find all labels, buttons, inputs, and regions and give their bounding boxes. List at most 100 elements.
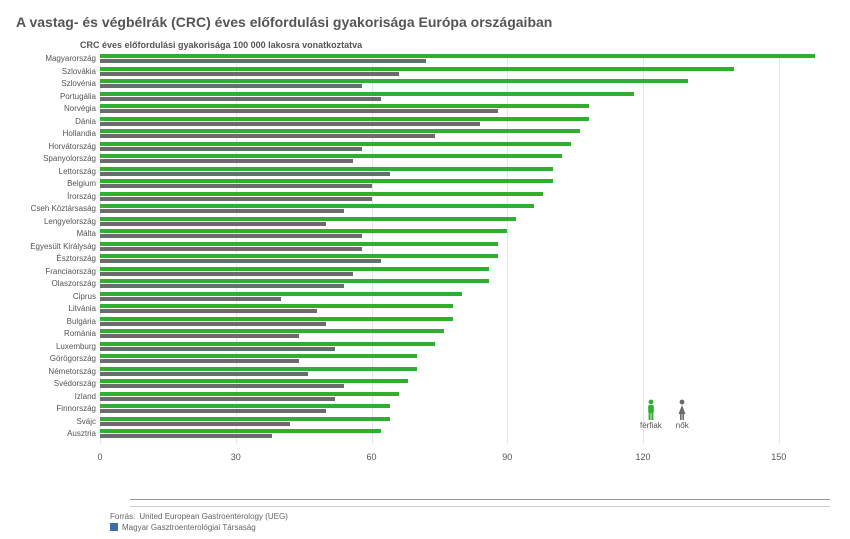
footer-org: Magyar Gasztroenterológiai Társaság bbox=[110, 522, 850, 533]
country-label: Lengyelország bbox=[20, 218, 96, 226]
bar-male bbox=[100, 79, 688, 83]
bar-female bbox=[100, 322, 326, 326]
bar-male bbox=[100, 354, 417, 358]
bar-male bbox=[100, 379, 408, 383]
footer-divider-2 bbox=[130, 506, 830, 507]
source-label: Forrás: bbox=[110, 511, 135, 522]
legend: férfiak nők bbox=[640, 399, 689, 430]
country-label: Románia bbox=[20, 330, 96, 338]
bar-female bbox=[100, 309, 317, 313]
country-label: Szlovénia bbox=[20, 80, 96, 88]
bar-male bbox=[100, 304, 453, 308]
bar-male bbox=[100, 179, 553, 183]
bar-male bbox=[100, 392, 399, 396]
bar-female bbox=[100, 234, 362, 238]
bar-female bbox=[100, 359, 299, 363]
bar-male bbox=[100, 154, 562, 158]
bar-male bbox=[100, 317, 453, 321]
bar-female bbox=[100, 334, 299, 338]
gridline bbox=[507, 54, 508, 444]
bar-male bbox=[100, 229, 507, 233]
bar-female bbox=[100, 184, 372, 188]
x-tick-label: 30 bbox=[231, 452, 241, 462]
bar-female bbox=[100, 109, 498, 113]
x-tick-label: 150 bbox=[771, 452, 786, 462]
country-label: Litvánia bbox=[20, 305, 96, 313]
x-tick-label: 90 bbox=[502, 452, 512, 462]
country-label: Ausztria bbox=[20, 430, 96, 438]
page-title: A vastag- és végbélrák (CRC) éves előfor… bbox=[16, 14, 834, 30]
bar-male bbox=[100, 142, 571, 146]
bar-female bbox=[100, 147, 362, 151]
country-label: Egyesült Királyság bbox=[20, 243, 96, 251]
bar-female bbox=[100, 72, 399, 76]
bar-male bbox=[100, 204, 534, 208]
x-tick-label: 120 bbox=[635, 452, 650, 462]
bar-female bbox=[100, 434, 272, 438]
bar-male bbox=[100, 429, 381, 433]
bar-female bbox=[100, 297, 281, 301]
country-label: Portugália bbox=[20, 93, 96, 101]
x-tick-label: 60 bbox=[366, 452, 376, 462]
bar-male bbox=[100, 267, 489, 271]
x-tick-label: 0 bbox=[97, 452, 102, 462]
country-label: Észtország bbox=[20, 255, 96, 263]
bar-female bbox=[100, 159, 353, 163]
bar-female bbox=[100, 122, 480, 126]
bar-female bbox=[100, 372, 308, 376]
country-label: Luxemburg bbox=[20, 343, 96, 351]
country-label: Norvégia bbox=[20, 105, 96, 113]
bar-male bbox=[100, 54, 815, 58]
country-label: Dánia bbox=[20, 118, 96, 126]
legend-female: nők bbox=[676, 399, 689, 430]
bar-male bbox=[100, 167, 553, 171]
bar-male bbox=[100, 417, 390, 421]
bar-male bbox=[100, 279, 489, 283]
country-label: Magyarország bbox=[20, 55, 96, 63]
org-text: Magyar Gasztroenterológiai Társaság bbox=[122, 522, 256, 533]
bar-male bbox=[100, 92, 634, 96]
bar-male bbox=[100, 342, 435, 346]
country-label: Görögország bbox=[20, 355, 96, 363]
bar-female bbox=[100, 259, 381, 263]
footer-divider bbox=[130, 499, 830, 500]
country-label: Horvátország bbox=[20, 143, 96, 151]
country-label: Spanyolország bbox=[20, 155, 96, 163]
country-label: Bulgária bbox=[20, 318, 96, 326]
bar-female bbox=[100, 284, 344, 288]
bar-male bbox=[100, 117, 589, 121]
legend-female-label: nők bbox=[676, 421, 689, 430]
bar-female bbox=[100, 272, 353, 276]
country-label: Lettország bbox=[20, 168, 96, 176]
legend-male-label: férfiak bbox=[640, 421, 662, 430]
footer: Forrás: United European Gastroenterology… bbox=[0, 493, 850, 533]
bar-female bbox=[100, 84, 362, 88]
bar-female bbox=[100, 197, 372, 201]
bar-female bbox=[100, 384, 344, 388]
bar-female bbox=[100, 209, 344, 213]
country-label: Németország bbox=[20, 368, 96, 376]
bar-male bbox=[100, 192, 543, 196]
chart-subtitle: CRC éves előfordulási gyakorisága 100 00… bbox=[80, 40, 834, 50]
country-label: Szlovákia bbox=[20, 68, 96, 76]
bar-male bbox=[100, 292, 462, 296]
male-icon bbox=[645, 399, 657, 421]
plot-area bbox=[100, 54, 824, 444]
bar-male bbox=[100, 254, 498, 258]
gridline bbox=[779, 54, 780, 444]
country-label: Írország bbox=[20, 193, 96, 201]
bar-female bbox=[100, 222, 326, 226]
country-label: Svédország bbox=[20, 380, 96, 388]
bar-female bbox=[100, 172, 390, 176]
country-label: Cseh Köztársaság bbox=[20, 205, 96, 213]
bar-female bbox=[100, 409, 326, 413]
bar-male bbox=[100, 242, 498, 246]
gridline bbox=[643, 54, 644, 444]
country-label: Ciprus bbox=[20, 293, 96, 301]
bar-male bbox=[100, 104, 589, 108]
bar-female bbox=[100, 422, 290, 426]
bar-female bbox=[100, 347, 335, 351]
bar-male bbox=[100, 329, 444, 333]
bar-female bbox=[100, 134, 435, 138]
bar-male bbox=[100, 404, 390, 408]
